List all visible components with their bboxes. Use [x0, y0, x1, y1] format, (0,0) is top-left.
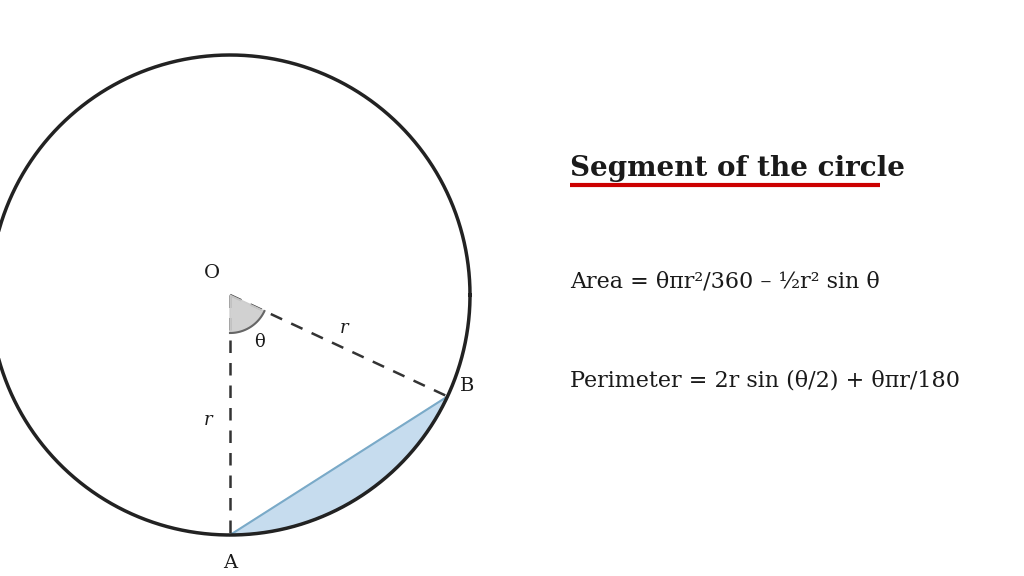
Polygon shape [230, 295, 264, 333]
Polygon shape [230, 396, 447, 535]
Text: θ: θ [255, 333, 265, 351]
Text: Area = θπr²/360 – ½r² sin θ: Area = θπr²/360 – ½r² sin θ [570, 270, 880, 292]
Text: Segment of the circle: Segment of the circle [570, 155, 905, 182]
Text: O: O [204, 264, 220, 282]
Text: A: A [223, 554, 238, 572]
Text: r: r [339, 319, 348, 337]
Text: Perimeter = 2r sin (θ/2) + θπr/180: Perimeter = 2r sin (θ/2) + θπr/180 [570, 370, 961, 392]
Text: r: r [204, 411, 212, 429]
Text: B: B [461, 377, 475, 396]
